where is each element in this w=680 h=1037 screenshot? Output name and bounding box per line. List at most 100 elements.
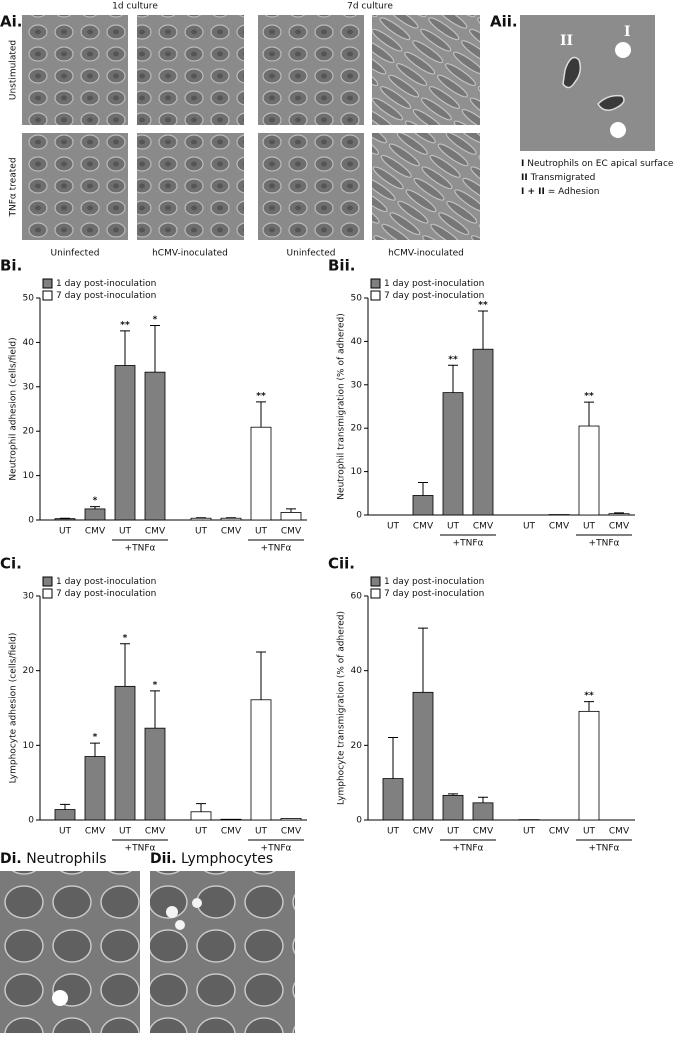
micrograph-di [0, 871, 140, 1033]
y-tick-label: 20 [351, 424, 363, 434]
y-tick-label: 50 [351, 294, 363, 304]
micrograph [258, 133, 364, 240]
error-bar [60, 803, 70, 810]
x-tick-label: CMV [85, 827, 106, 837]
y-axis-title: Neutrophil transmigration (% of adhered) [337, 313, 347, 499]
bar [472, 348, 494, 516]
y-tick-label: 0 [28, 816, 34, 826]
bar [84, 508, 106, 521]
significance: * [153, 680, 158, 690]
error-bar [614, 512, 624, 514]
panel-label: Ai. [0, 13, 22, 31]
error-bar [286, 508, 296, 513]
legend-entry: I Neutrophils on EC apical surface [521, 159, 674, 169]
x-tick-label: CMV [549, 827, 570, 837]
x-tick-label: CMV [145, 527, 166, 537]
x-tick-label: CMV [85, 527, 106, 537]
x-tick-label: CMV [473, 827, 494, 837]
error-bar [256, 401, 266, 428]
y-tick-label: 20 [23, 427, 35, 437]
x-tick-label: CMV [609, 827, 630, 837]
y-axis-title: Neutrophil adhesion (cells/field) [9, 337, 19, 480]
panel-label: Dii. Lymphocytes [150, 851, 273, 867]
column-caption: Uninfected [51, 249, 100, 259]
x-tick-label: CMV [221, 527, 242, 537]
bar [84, 756, 106, 821]
x-tick-label: UT [119, 827, 132, 837]
x-tick-label: CMV [281, 527, 302, 537]
x-tick-label: UT [255, 527, 268, 537]
error-bar [584, 701, 594, 712]
bar [442, 392, 464, 516]
bar [578, 425, 600, 516]
legend-swatch [370, 290, 381, 301]
y-axis-title: Lymphocyte adhesion (cells/field) [9, 633, 19, 784]
error-bar [448, 364, 458, 393]
x-tick-label: CMV [145, 827, 166, 837]
bar [190, 811, 212, 821]
legend-label: 1 day post-inoculation [384, 577, 484, 587]
x-tick-label: CMV [609, 522, 630, 532]
y-tick-label: 40 [23, 338, 35, 348]
error-bar [90, 506, 100, 509]
error-bar [150, 690, 160, 729]
micrograph [22, 15, 128, 125]
error-bar [478, 310, 488, 350]
x-tick-label: CMV [221, 827, 242, 837]
column-caption: hCMV-inoculated [152, 249, 228, 259]
micrograph [258, 15, 364, 125]
error-bar [584, 401, 594, 427]
micrograph [372, 133, 480, 240]
x-tick-label: UT [59, 827, 72, 837]
legend-label: 7 day post-inoculation [384, 291, 484, 301]
micrograph-dii [150, 871, 295, 1033]
error-bar [90, 742, 100, 757]
bar [412, 495, 434, 516]
y-tick-label: 40 [351, 666, 363, 676]
legend-label: 1 day post-inoculation [56, 279, 156, 289]
error-bar [256, 651, 266, 700]
legend-label: 1 day post-inoculation [56, 577, 156, 587]
micrographs-ai [22, 15, 480, 240]
bar [220, 517, 242, 521]
bar [608, 513, 630, 516]
column-label: 1d culture [112, 2, 158, 12]
legend-swatch [42, 290, 53, 301]
x-tick-label: UT [447, 827, 460, 837]
bracket-label: +TNFα [125, 544, 156, 554]
bar [220, 818, 242, 821]
x-tick-label: UT [523, 522, 536, 532]
x-tick-label: CMV [549, 522, 570, 532]
y-tick-label: 20 [351, 741, 363, 751]
error-bar [448, 793, 458, 796]
bracket-label: +TNFα [453, 844, 484, 854]
micrograph [137, 15, 244, 125]
micrograph [22, 133, 128, 240]
x-tick-label: UT [195, 527, 208, 537]
bracket-label: +TNFα [453, 539, 484, 549]
legend-key: I [521, 159, 524, 169]
panel-label-key: Dii. [150, 851, 177, 867]
micrograph-aii [520, 15, 655, 151]
significance: * [123, 633, 128, 643]
error-bar [120, 330, 130, 366]
significance: ** [256, 391, 266, 401]
significance: ** [448, 355, 458, 365]
bar [578, 710, 600, 821]
y-tick-label: 60 [351, 592, 363, 602]
legend-key: II [521, 173, 528, 183]
panel-label: Bii. [328, 257, 355, 275]
x-tick-label: UT [119, 527, 132, 537]
bar [190, 517, 212, 521]
y-tick-label: 0 [356, 511, 362, 521]
legend-swatch [42, 588, 53, 599]
x-tick-label: UT [59, 527, 72, 537]
bar [144, 727, 166, 821]
legend-entry: I + II = Adhesion [521, 187, 600, 197]
x-tick-label: UT [447, 522, 460, 532]
significance: ** [120, 320, 130, 330]
bar [472, 802, 494, 821]
legend-key: I + II [521, 187, 545, 197]
aii-legend: I Neutrophils on EC apical surface II Tra… [521, 159, 674, 197]
bar [144, 371, 166, 521]
